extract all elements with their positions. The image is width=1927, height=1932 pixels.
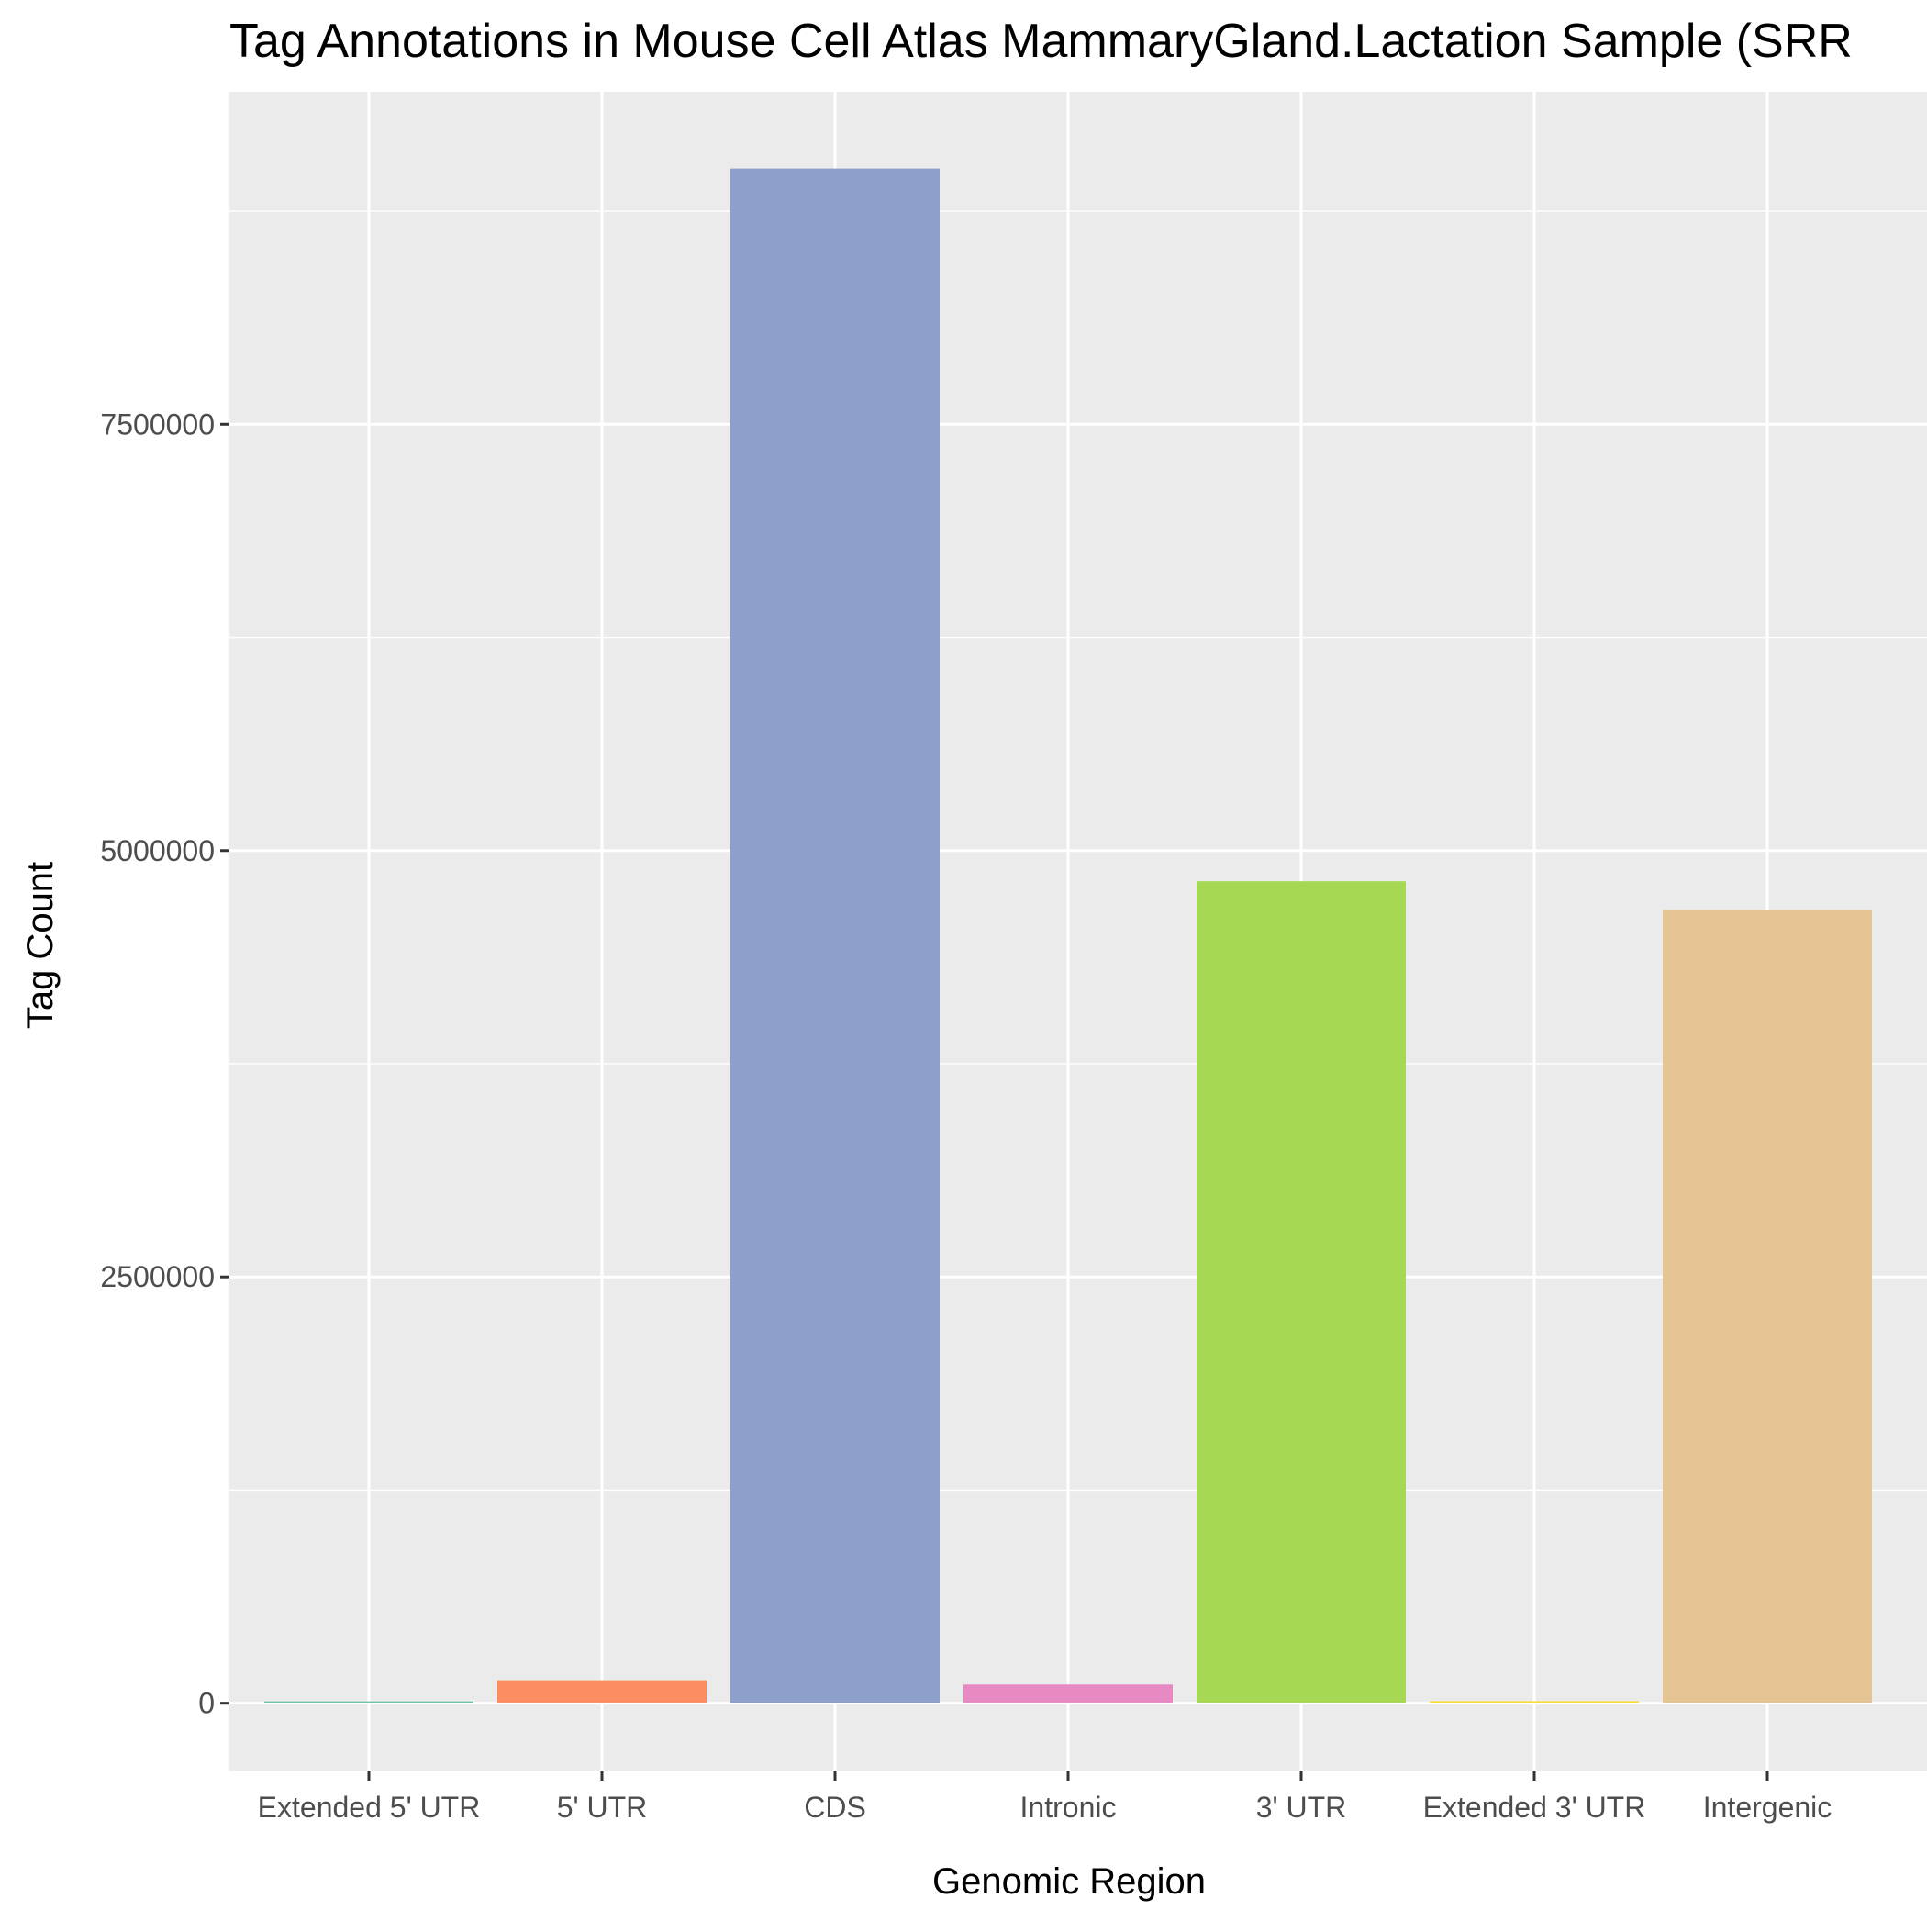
chart-title: Tag Annotations in Mouse Cell Atlas Mamm… — [229, 15, 1853, 68]
x-tick-label: 3' UTR — [1256, 1791, 1347, 1824]
bar-3-utr[interactable] — [1197, 881, 1406, 1703]
y-tick-label: 0 — [198, 1687, 215, 1720]
y-tick-label: 2500000 — [100, 1260, 215, 1293]
bar-intronic[interactable] — [964, 1684, 1173, 1703]
x-axis: Extended 5' UTR 5' UTR CDS Intronic 3' UTR Ex… — [258, 1771, 1832, 1824]
x-tick-label: Intronic — [1020, 1791, 1117, 1824]
x-axis-title: Genomic Region — [932, 1861, 1206, 1902]
bar-cds[interactable] — [730, 168, 940, 1703]
minor-gridlines — [229, 210, 1927, 1491]
y-axis-title: Tag Count — [20, 862, 61, 1029]
bar-extended-5-utr[interactable] — [264, 1701, 473, 1703]
plot-panel — [229, 92, 1927, 1771]
x-tick-label: 5' UTR — [557, 1791, 648, 1824]
x-tick-label: Extended 3' UTR — [1423, 1791, 1646, 1824]
bar-5-utr[interactable] — [497, 1680, 707, 1703]
bar-intergenic[interactable] — [1663, 910, 1872, 1703]
bars-group — [264, 168, 1872, 1703]
x-tick-label: Intergenic — [1703, 1791, 1832, 1824]
x-tick-label: CDS — [804, 1791, 866, 1824]
y-tick-label: 7500000 — [100, 408, 215, 441]
y-tick-label: 5000000 — [100, 834, 215, 867]
bar-extended-3-utr[interactable] — [1430, 1701, 1639, 1703]
y-axis: 0 2500000 5000000 7500000 — [100, 408, 229, 1720]
x-tick-label: Extended 5' UTR — [258, 1791, 481, 1824]
